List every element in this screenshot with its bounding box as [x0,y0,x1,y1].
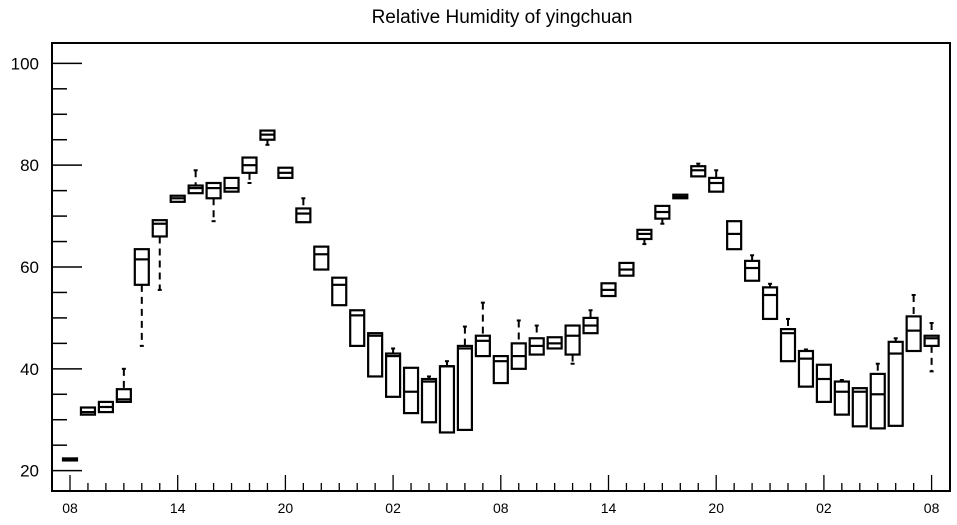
y-tick-label: 60 [20,258,39,277]
box-iqr [438,365,456,434]
box-iqr [385,352,402,398]
box-iqr [869,372,886,430]
box-item [564,324,581,365]
box-item [869,362,886,430]
box-iqr [797,349,815,388]
box-item [887,337,904,427]
box-iqr [349,309,366,348]
chart-title: Relative Humidity of yingchuan [372,7,633,28]
box-item [600,282,617,298]
plot-frame [51,42,951,492]
box-item [438,360,456,434]
box-item [97,400,115,414]
box-iqr [726,220,743,251]
box-item [295,197,312,224]
box-iqr [331,276,348,307]
box-item [708,169,725,193]
box-iqr [205,181,222,200]
axes-layer: 20 40 60 80 100 08 14 20 02 08 14 20 02 08 [11,54,940,516]
box-item [205,181,222,223]
box-item [636,228,653,246]
box-iqr [851,387,868,428]
box-iqr [367,332,384,378]
x-tick-label: 20 [278,500,294,516]
x-tick-label: 14 [601,500,617,516]
box-iqr [313,245,330,271]
box-item [546,336,563,350]
box-item [582,309,599,335]
y-tick-label: 20 [20,462,39,481]
box-iqr [905,315,922,353]
box-iqr [223,176,240,193]
box-item [456,325,473,432]
y-tick-label: 40 [20,360,39,379]
box-item [420,375,438,424]
box-item [331,276,348,307]
box-item [492,354,509,385]
box-item [151,219,168,291]
box-item [474,301,491,358]
box-iqr [492,354,509,385]
box-item [169,194,186,203]
box-iqr [708,176,725,193]
box-iqr [743,259,761,282]
box-item [187,169,204,195]
box-item [815,363,833,404]
box-iqr [295,207,312,224]
box-item [402,366,420,415]
box-iqr [402,366,420,415]
y-tick-label: 100 [11,54,39,73]
box-iqr [564,324,581,356]
box-item [313,245,330,271]
box-item [833,379,850,416]
y-tick-label: 80 [20,156,39,175]
box-item [367,332,384,378]
x-tick-label: 08 [493,500,509,516]
box-iqr [761,286,779,321]
box-iqr [456,344,473,432]
box-item [223,176,240,193]
box-item [79,406,97,416]
box-item [690,162,707,178]
box-item [528,324,545,356]
box-item [726,220,743,251]
box-item [61,457,79,462]
box-item [510,319,527,370]
box-item [349,309,366,348]
box-item [672,193,689,200]
box-item [797,348,815,388]
box-item [761,282,779,321]
box-item [277,166,294,180]
box-iqr [474,334,491,358]
x-tick-label: 14 [170,500,186,516]
box-item [905,294,922,353]
box-iqr [133,248,150,286]
box-iqr [187,184,204,195]
box-iqr [833,380,850,416]
box-item [115,367,132,404]
box-iqr [115,388,132,404]
box-item [385,347,402,398]
box-item [618,261,635,277]
x-tick-label: 02 [385,500,401,516]
box-item [743,254,761,282]
x-tick-label: 02 [816,500,832,516]
box-item [133,248,150,347]
box-iqr [779,328,797,363]
box-item [851,387,868,428]
box-iqr [420,377,438,424]
box-iqr [815,363,833,404]
box-iqr [151,219,168,238]
box-item [923,322,940,373]
boxes-layer [61,129,940,462]
x-tick-label: 08 [924,500,940,516]
x-tick-label: 20 [708,500,724,516]
box-item [654,204,671,225]
x-tick-label: 08 [62,500,78,516]
box-item [779,317,797,363]
box-item [241,156,258,184]
box-item [259,129,276,146]
